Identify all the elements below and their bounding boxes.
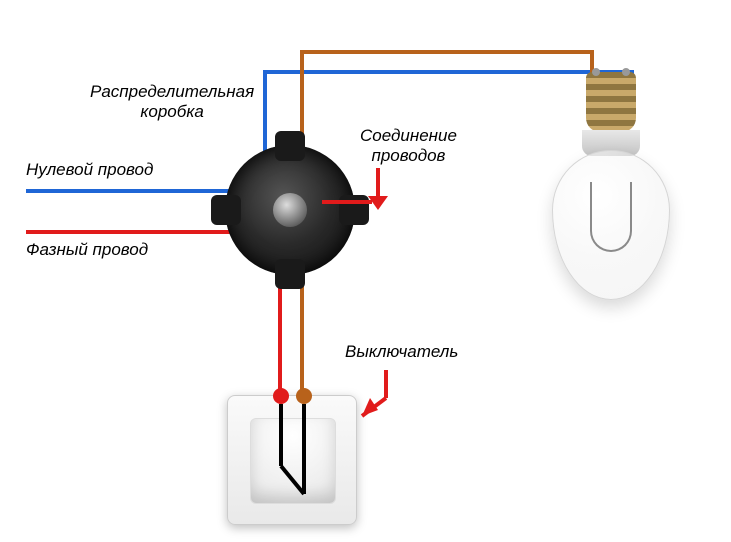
label-phase: Фазный провод xyxy=(26,240,148,260)
light-bulb xyxy=(546,72,676,302)
junction-box xyxy=(225,145,355,275)
switch-rocker[interactable] xyxy=(250,418,336,504)
switch-internal-right xyxy=(302,404,306,494)
phase-wire-in xyxy=(26,230,236,234)
switch-terminal-left xyxy=(273,388,289,404)
bulb-filament xyxy=(590,182,632,252)
switch-internal-left xyxy=(279,404,283,466)
bulb-contact-left xyxy=(592,68,600,76)
junction-port-left xyxy=(211,195,241,225)
light-switch[interactable] xyxy=(227,395,357,525)
label-junction: Распределительнаякоробка xyxy=(90,82,254,123)
junction-port-top xyxy=(275,131,305,161)
splice-arrow-head xyxy=(368,196,388,210)
neutral-wire-in xyxy=(26,189,242,193)
switch-arrow-body xyxy=(384,370,388,398)
switch-terminal-right xyxy=(296,388,312,404)
junction-center xyxy=(273,193,307,227)
switch-wire-top xyxy=(300,50,594,54)
junction-port-bottom xyxy=(275,259,305,289)
label-switch: Выключатель xyxy=(345,342,458,362)
label-splice: Соединениепроводов xyxy=(360,126,457,167)
bulb-cap-icon xyxy=(586,72,636,132)
bulb-contact-right xyxy=(622,68,630,76)
splice-arrow-horiz xyxy=(322,200,372,204)
label-neutral: Нулевой провод xyxy=(26,160,153,180)
